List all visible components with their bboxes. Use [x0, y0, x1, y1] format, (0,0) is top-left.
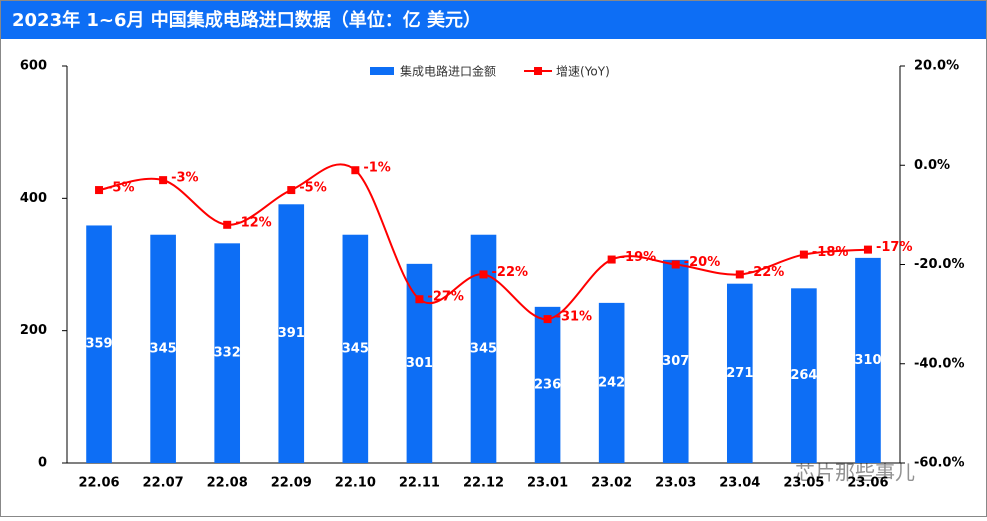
- bar: [342, 234, 369, 463]
- bar-label: 236: [534, 377, 561, 392]
- bar-label: 310: [854, 353, 881, 368]
- line-label: -22%: [492, 265, 529, 280]
- line-marker: [735, 270, 744, 279]
- line-marker: [799, 250, 808, 259]
- line-label: -3%: [171, 171, 198, 186]
- y2-tick-label: -40.0%: [914, 356, 965, 371]
- line-marker: [415, 295, 424, 304]
- y2-tick-label: 0.0%: [914, 158, 950, 173]
- bar-label: 359: [85, 337, 112, 352]
- watermark: 芯片那些事儿: [795, 461, 915, 485]
- y2-tick-label: -20.0%: [914, 257, 965, 272]
- bar-label: 264: [790, 368, 817, 383]
- x-tick-label: 22.11: [399, 476, 440, 491]
- x-tick-label: 22.09: [271, 476, 312, 491]
- legend-label: 增速(YoY): [556, 65, 610, 79]
- bar: [278, 204, 305, 463]
- x-tick-label: 22.07: [143, 476, 184, 491]
- bar-label: 345: [342, 341, 369, 356]
- x-tick-label: 22.06: [78, 476, 119, 491]
- line-label: -5%: [299, 181, 326, 196]
- bar-label: 345: [150, 341, 177, 356]
- bar-label: 301: [406, 356, 433, 371]
- y-tick-label: 200: [20, 323, 47, 338]
- bar: [855, 257, 881, 463]
- bar: [150, 234, 176, 463]
- x-tick-label: 22.08: [207, 476, 248, 491]
- line-marker: [863, 245, 872, 254]
- y-tick-label: 0: [38, 456, 47, 471]
- x-tick-label: 23.02: [591, 476, 632, 491]
- line-label: -18%: [812, 245, 849, 260]
- title-bar: [1, 1, 986, 39]
- line-marker: [159, 176, 168, 185]
- line-label: -31%: [556, 310, 593, 325]
- bar-label: 391: [278, 326, 305, 341]
- line-label: -5%: [107, 181, 134, 196]
- bar-label: 332: [214, 346, 241, 361]
- legend-swatch: [370, 67, 394, 75]
- bar-label: 242: [598, 375, 625, 390]
- y2-tick-label: 20.0%: [914, 59, 959, 74]
- x-tick-label: 23.05: [783, 476, 824, 491]
- bar: [791, 288, 817, 463]
- line-label: -19%: [620, 250, 657, 265]
- line-label: -20%: [684, 255, 721, 270]
- line-marker: [607, 255, 616, 264]
- line-marker: [543, 315, 552, 324]
- bar: [214, 243, 241, 463]
- bar-label: 345: [470, 341, 497, 356]
- x-tick-label: 23.03: [655, 476, 696, 491]
- line-marker: [671, 260, 680, 269]
- y2-tick-label: -60.0%: [914, 456, 965, 471]
- bar: [662, 259, 689, 463]
- x-tick-label: 23.06: [847, 476, 888, 491]
- line-marker: [351, 166, 360, 175]
- y-tick-label: 400: [20, 191, 47, 206]
- x-tick-label: 22.12: [463, 476, 504, 491]
- legend-label: 集成电路进口金额: [400, 64, 496, 79]
- line-label: -1%: [363, 161, 390, 176]
- y-tick-label: 600: [20, 59, 47, 74]
- line-marker: [287, 186, 296, 195]
- line-label: -27%: [427, 290, 464, 305]
- x-tick-label: 23.01: [527, 476, 568, 491]
- bar: [726, 283, 753, 463]
- bar-label: 271: [726, 366, 753, 381]
- line-label: -12%: [235, 215, 272, 230]
- line-marker: [223, 220, 232, 229]
- line-label: -17%: [876, 240, 913, 255]
- line-marker: [479, 270, 488, 279]
- bar: [86, 225, 112, 463]
- bar-label: 307: [662, 354, 689, 369]
- chart-title: 2023年 1~6月 中国集成电路进口数据（单位：亿 美元）: [12, 9, 481, 31]
- x-tick-label: 22.10: [335, 476, 376, 491]
- line-marker: [95, 186, 104, 195]
- legend-marker: [534, 67, 543, 75]
- bar: [534, 306, 561, 463]
- bar: [598, 302, 625, 463]
- x-tick-label: 23.04: [719, 476, 760, 491]
- line-label: -22%: [748, 265, 785, 280]
